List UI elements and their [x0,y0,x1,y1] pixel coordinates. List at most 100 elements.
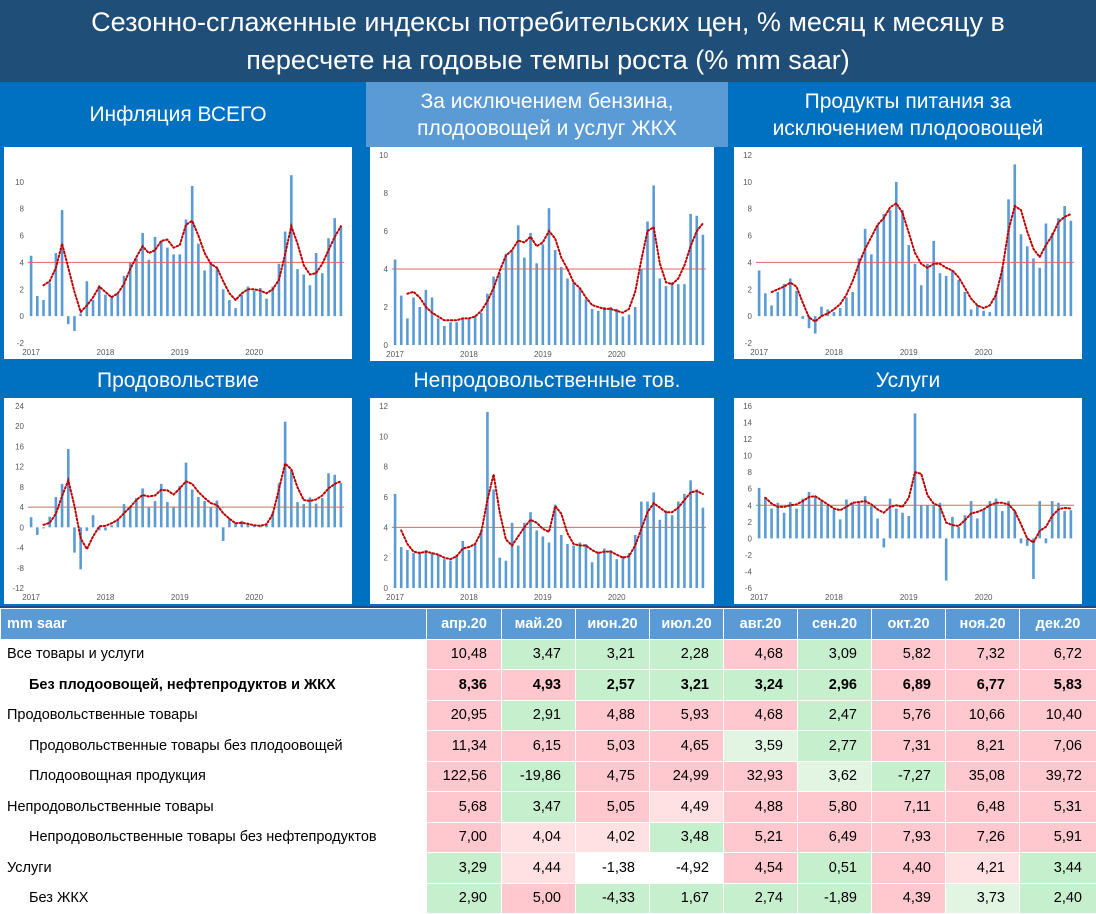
bar [166,502,169,527]
bar [640,269,643,345]
value-cell: 4,21 [946,853,1020,884]
bar [110,525,113,527]
bar [240,521,243,528]
y-tick-label: 2 [384,303,389,312]
y-tick-label: -4 [17,544,25,553]
bar [597,311,600,345]
x-tick-label: 2019 [534,593,552,602]
bar [764,497,767,538]
bar [117,520,120,527]
bar [883,214,886,316]
page-title: Сезонно-сглаженные индексы потребительск… [0,0,1096,82]
bar [92,515,95,527]
month-header: апр.20 [427,609,502,640]
bar [957,527,960,539]
row-label: Плодоовощная продукция [1,761,427,792]
bar [889,210,892,316]
value-cell: 5,91 [1020,822,1096,853]
bar [554,505,557,588]
bar [321,498,324,527]
value-cell: -4,33 [576,883,650,914]
value-cell: 4,88 [724,792,798,823]
value-cell: 2,74 [724,883,798,914]
bar [572,546,575,588]
y-tick-label: 12 [743,151,752,160]
value-cell: 35,08 [946,761,1020,792]
bar [271,287,274,317]
x-tick-label: 2020 [245,348,263,357]
bar [203,501,206,527]
bar [770,305,773,316]
value-cell: 4,02 [576,822,650,853]
y-tick-label: -2 [17,339,25,348]
y-tick-label: 20 [15,422,24,431]
bar [511,250,514,345]
bar [578,543,581,589]
x-tick-label: 2020 [975,593,993,602]
bar [801,316,804,319]
x-tick-label: 2018 [97,348,115,357]
bar [265,299,268,316]
value-cell: 5,05 [576,792,650,823]
bar [172,507,175,528]
bar [603,307,606,345]
bar [609,550,612,588]
bar [542,244,545,345]
row-label: Непродовольственные товары [1,792,427,823]
bar [932,241,935,316]
bar [418,307,421,345]
bar [976,519,979,539]
bar [889,499,892,539]
bar [932,505,935,538]
value-cell: 7,06 [1020,731,1096,762]
bar [327,473,330,527]
bar [141,488,144,527]
bar [989,312,992,316]
value-cell: 7,26 [946,822,1020,853]
bar [951,517,954,539]
bar [284,232,287,317]
y-tick-label: 2 [384,554,389,563]
month-header: дек.20 [1020,609,1096,640]
value-cell: 2,57 [576,670,650,701]
bar [939,273,942,316]
bar [321,273,324,316]
bar [764,293,767,316]
bar [1001,511,1004,538]
bar [622,556,625,588]
y-tick-label: 16 [743,402,752,411]
bar [814,496,817,538]
value-cell: 3,62 [798,761,872,792]
value-cell: 2,90 [427,883,502,914]
bar [1007,199,1010,316]
value-cell: 5,31 [1020,792,1096,823]
bar [1045,223,1048,316]
x-tick-label: 2019 [171,593,189,602]
bar [425,550,428,588]
bar [814,316,817,333]
bar [1020,538,1023,543]
bar [455,322,458,345]
y-tick-label: 4 [384,265,389,274]
y-tick-label: 10 [15,178,24,187]
y-tick-label: 2 [20,285,25,294]
bar [920,285,923,316]
value-cell: 3,59 [724,731,798,762]
bar [172,254,175,316]
bar [1063,206,1066,316]
value-cell: 6,49 [798,822,872,853]
value-cell: 24,99 [650,761,724,792]
bar [394,260,397,346]
bar [851,292,854,316]
bar [572,282,575,345]
value-cell: 4,44 [502,853,576,884]
row-label: Продовольственные товары без плодоовощей [1,731,427,762]
bar [1057,503,1060,539]
trend-line [765,472,1071,542]
bar [253,291,256,317]
value-cell: 7,00 [427,822,502,853]
bar [926,505,929,538]
